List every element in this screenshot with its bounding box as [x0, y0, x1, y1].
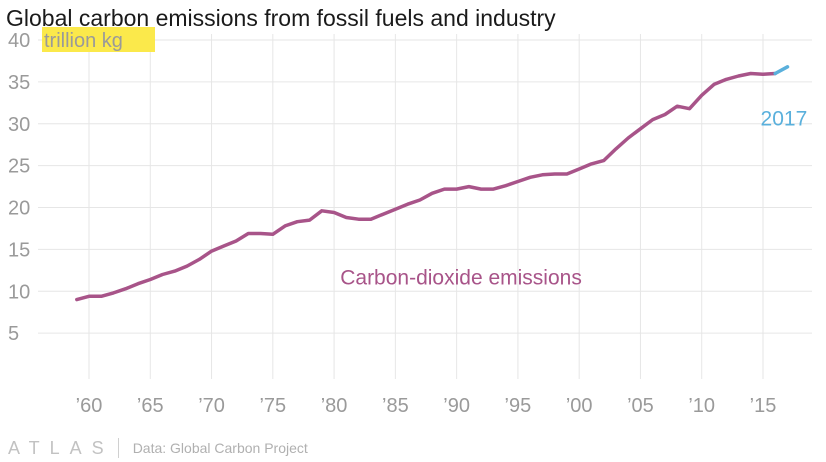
x-tick-label: ’10	[688, 395, 715, 417]
series-annotation: 2017	[761, 107, 808, 130]
y-unit-label-group: trillion kg	[42, 27, 155, 52]
y-tick-label: 10	[8, 281, 30, 303]
source-note: Data: Global Carbon Project	[132, 440, 308, 456]
y-axis-ticks: 5 10 15 20 25 30 35 40	[8, 30, 30, 345]
series-line	[75, 71, 777, 302]
grid-lines	[38, 34, 812, 379]
footer-divider	[117, 438, 119, 458]
chart-title: Global carbon emissions from fossil fuel…	[6, 5, 556, 31]
x-tick-label: ’15	[750, 395, 777, 417]
x-tick-label: ’65	[137, 395, 164, 417]
y-unit-label: trillion kg	[44, 30, 123, 52]
series-lines	[75, 65, 790, 302]
y-tick-label: 20	[8, 198, 30, 220]
annotations: Carbon-dioxide emissions 2017	[340, 107, 807, 289]
x-tick-label: ’80	[321, 395, 348, 417]
brand-logo: ATLAS	[8, 437, 114, 458]
x-tick-label: ’00	[566, 395, 593, 417]
x-tick-label: ’70	[198, 395, 225, 417]
x-tick-label: ’05	[627, 395, 654, 417]
y-tick-label: 5	[8, 323, 19, 345]
unit-highlight	[42, 27, 155, 52]
x-tick-label: ’85	[382, 395, 409, 417]
y-tick-label: 25	[8, 156, 30, 178]
y-tick-label: 35	[8, 72, 30, 94]
x-axis-ticks: ’60 ’65 ’70 ’75 ’80 ’85 ’90 ’95 ’00 ’05 ’10 ’15	[76, 395, 777, 417]
x-tick-label: ’90	[443, 395, 470, 417]
footer: ATLAS Data: Global Carbon Project	[8, 437, 308, 459]
series-annotation: Carbon-dioxide emissions	[340, 267, 582, 290]
x-tick-label: ’60	[76, 395, 103, 417]
y-tick-label: 40	[8, 30, 30, 52]
x-tick-label: ’95	[505, 395, 532, 417]
y-tick-label: 15	[8, 239, 30, 261]
x-tick-label: ’75	[259, 395, 286, 417]
series-line	[773, 65, 790, 76]
y-tick-label: 30	[8, 114, 30, 136]
